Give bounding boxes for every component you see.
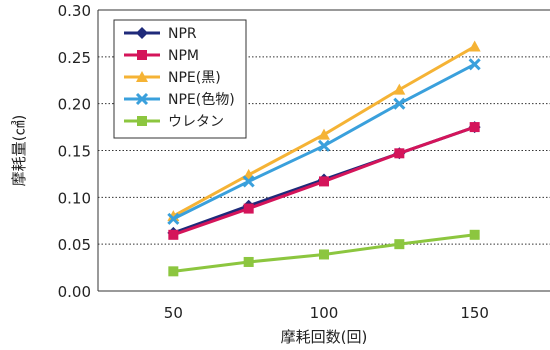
- data-point: [317, 139, 331, 152]
- x-tick-label: 50: [164, 304, 183, 322]
- legend-label: NPE(色物): [168, 91, 235, 108]
- data-point: [393, 83, 406, 95]
- data-point: [318, 128, 330, 140]
- legend-entry: ウレタン: [124, 114, 224, 130]
- legend-entry: NPE(色物): [124, 91, 235, 108]
- data-point: [319, 176, 329, 187]
- data-point: [243, 256, 254, 267]
- data-point: [394, 148, 405, 159]
- data-point: [468, 40, 481, 52]
- y-tick-label: 0.00: [58, 283, 91, 301]
- data-point: [243, 203, 254, 214]
- legend: NPR NPM NPE(黒) NPE(色物) ウレタン: [113, 19, 247, 139]
- data-point: [394, 239, 405, 250]
- data-point: [393, 97, 406, 110]
- data-point: [242, 175, 255, 188]
- legend-marker: [136, 27, 148, 39]
- series-group: [167, 40, 481, 277]
- x-tick-label: 150: [460, 304, 489, 322]
- y-tick-label: 0.10: [58, 189, 91, 207]
- data-point: [168, 229, 179, 240]
- legend-entry: NPE(黒): [124, 70, 221, 86]
- legend-marker: [137, 50, 147, 60]
- x-axis-label: 摩耗回数(回): [281, 328, 368, 346]
- data-point: [168, 266, 179, 277]
- y-tick-label: 0.05: [58, 236, 91, 254]
- legend-entry: NPR: [124, 26, 197, 42]
- legend-marker: [135, 92, 149, 106]
- x-tick-label: 100: [310, 304, 339, 322]
- data-point: [469, 122, 480, 133]
- y-tick-labels: 0.00 0.05 0.10 0.15 0.20 0.25 0.30: [58, 2, 91, 301]
- legend-entry: NPM: [124, 48, 199, 64]
- legend-label: NPR: [168, 26, 197, 42]
- legend-label: NPM: [168, 48, 199, 64]
- legend-label: NPE(黒): [168, 70, 221, 86]
- data-point: [319, 249, 329, 260]
- y-tick-label: 0.15: [58, 143, 91, 161]
- series-1: [168, 122, 480, 240]
- axes: [97, 9, 550, 292]
- series-3: [167, 58, 481, 225]
- data-point: [167, 212, 180, 225]
- legend-box: [113, 19, 247, 139]
- y-tick-label: 0.30: [58, 2, 91, 20]
- x-tick-labels: 50 100 150: [164, 304, 489, 322]
- y-axis-label: 摩耗量(㎤): [10, 115, 28, 187]
- series-4: [168, 229, 480, 277]
- y-tick-label: 0.25: [58, 49, 91, 67]
- legend-marker: [136, 71, 148, 82]
- y-tick-label: 0.20: [58, 96, 91, 114]
- data-point: [469, 229, 480, 240]
- legend-marker: [137, 116, 147, 126]
- legend-label: ウレタン: [168, 114, 224, 130]
- data-point: [468, 58, 481, 71]
